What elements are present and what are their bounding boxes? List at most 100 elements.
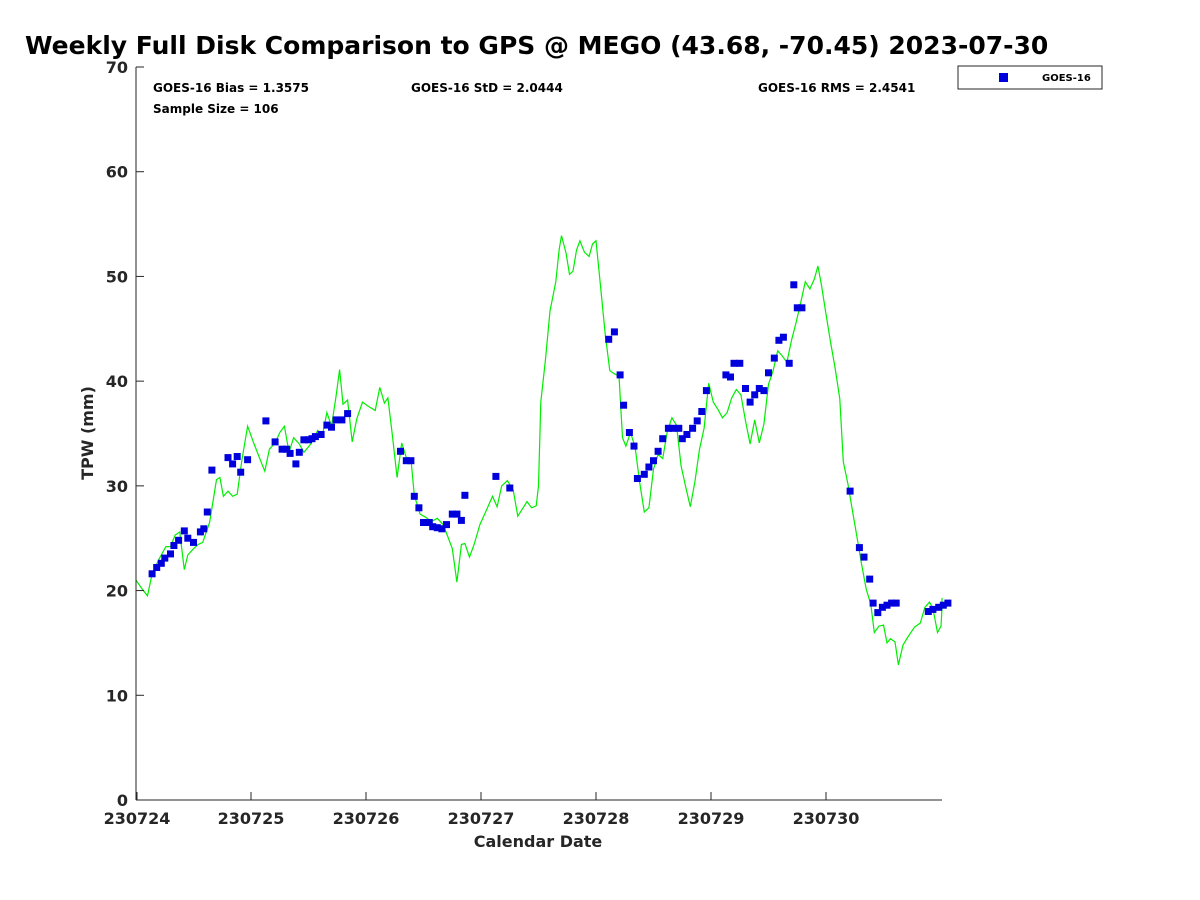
goes16-data-point [492, 472, 500, 480]
x-tick-label: 230730 [793, 809, 860, 828]
goes16-data-point [283, 445, 291, 453]
goes16-data-point [683, 431, 691, 438]
y-tick-label: 40 [106, 372, 128, 391]
goes16-data-point [939, 601, 947, 609]
goes16-data-point [610, 328, 618, 336]
goes16-data-point [410, 492, 418, 500]
goes16-data-point [443, 521, 450, 529]
goes16-data-point [846, 487, 854, 495]
goes16-data-point [878, 603, 886, 611]
goes16-data-point [620, 401, 628, 409]
goes16-data-point [798, 304, 806, 312]
goes16-data-point [448, 510, 456, 518]
goes16-data-point [659, 435, 667, 443]
goes16-data-point [664, 424, 672, 432]
goes16-data-point [233, 453, 241, 460]
goes16-data-point [175, 536, 183, 544]
goes16-data-point [689, 424, 697, 432]
goes16-data-point [407, 457, 415, 465]
goes16-data-point [645, 463, 653, 471]
goes16-data-point [640, 470, 648, 478]
goes16-data-point [438, 525, 446, 533]
goes16-data-point [935, 603, 943, 611]
goes16-data-point [605, 335, 613, 343]
legend-entry-goes16: GOES-16 [1042, 73, 1091, 84]
goes16-data-point [425, 519, 433, 526]
y-tick-label: 70 [106, 58, 128, 77]
goes16-data-point [760, 387, 768, 395]
goes16-data-point [433, 524, 441, 532]
goes16-data-point [328, 423, 335, 431]
goes16-data-point [727, 373, 734, 381]
goes16-data-point [311, 433, 319, 441]
goes16-data-point [229, 460, 237, 468]
goes16-data-point [506, 484, 514, 492]
goes16-data-point [170, 542, 178, 549]
goes16-data-point [860, 553, 868, 561]
goes16-data-point [736, 359, 744, 367]
goes16-data-point [722, 371, 730, 379]
goes16-data-point [157, 559, 165, 567]
y-tick-label: 20 [106, 582, 128, 601]
y-ticks: 0 10 20 30 40 50 60 70 [106, 58, 144, 810]
goes16-data-point [755, 385, 763, 392]
x-tick-label: 230725 [218, 809, 285, 828]
goes16-data-point [650, 457, 657, 465]
goes16-data-point [675, 424, 683, 432]
goes16-data-point [869, 599, 877, 607]
goes16-data-point [295, 448, 303, 456]
goes16-data-point [461, 491, 469, 499]
goes16-data-point [678, 435, 686, 443]
goes16-data-point [742, 385, 749, 392]
goes16-data-point [924, 608, 932, 615]
goes16-data-point [457, 516, 465, 524]
goes16-data-point [779, 333, 787, 341]
goes16-data-point [866, 575, 874, 583]
goes16-marker-series [148, 281, 952, 617]
y-axis-label: TPW (mm) [78, 386, 97, 480]
gps-series-line [135, 235, 943, 666]
goes16-data-point [855, 544, 863, 552]
goes16-data-point [184, 534, 192, 542]
goes16-data-point [286, 449, 294, 457]
y-tick-label: 50 [106, 267, 128, 286]
goes16-data-point [892, 599, 900, 607]
goes16-data-point [208, 466, 216, 474]
legend-marker-icon [999, 73, 1008, 82]
goes16-data-point [790, 281, 798, 289]
goes16-data-point [785, 359, 793, 367]
goes16-data-point [167, 550, 174, 558]
y-tick-label: 0 [117, 791, 128, 810]
goes16-data-point [397, 447, 404, 455]
x-tick-label: 230729 [678, 809, 745, 828]
goes16-data-point [429, 523, 437, 531]
goes16-data-point [292, 460, 300, 468]
x-tick-label: 230727 [448, 809, 515, 828]
goes16-data-point [453, 510, 461, 518]
goes16-data-point [630, 442, 638, 450]
goes16-data-point [161, 554, 169, 562]
goes16-data-point [332, 416, 340, 424]
goes16-data-point [746, 398, 754, 406]
chart-title: Weekly Full Disk Comparison to GPS @ MEG… [25, 31, 1048, 60]
goes16-data-point [654, 447, 662, 455]
goes16-data-point [693, 417, 701, 425]
y-tick-label: 60 [106, 163, 128, 182]
goes16-data-point [180, 527, 188, 535]
gps-line-series [135, 235, 943, 666]
goes16-data-point [190, 538, 197, 546]
goes16-data-point [730, 359, 738, 367]
goes16-data-point [770, 354, 778, 362]
goes16-data-point [148, 570, 156, 578]
goes16-data-point [633, 475, 641, 482]
goes16-data-point [793, 304, 801, 312]
goes16-data-point [874, 609, 882, 617]
goes16-data-point [616, 371, 624, 379]
goes16-data-point [888, 599, 896, 607]
plot-area [136, 67, 942, 800]
goes16-data-point [153, 564, 161, 571]
goes16-data-point [323, 421, 331, 429]
x-tick-label: 230726 [333, 809, 400, 828]
goes16-data-point [271, 438, 279, 446]
